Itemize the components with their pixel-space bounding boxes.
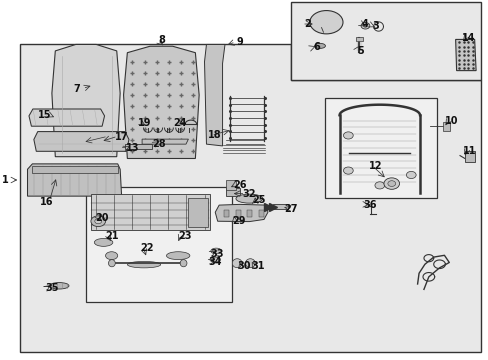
Bar [325, 98, 436, 198]
Text: 27: 27 [284, 204, 297, 214]
Polygon shape [34, 132, 129, 151]
Text: 25: 25 [252, 195, 265, 205]
Bar [290, 3, 480, 80]
Text: 9: 9 [236, 37, 243, 47]
Text: 24: 24 [173, 118, 186, 128]
Ellipse shape [210, 248, 221, 254]
Text: 17: 17 [115, 132, 128, 142]
Polygon shape [20, 44, 480, 352]
Bar [259, 210, 264, 217]
Ellipse shape [245, 259, 255, 268]
Polygon shape [455, 40, 475, 71]
Text: 7: 7 [73, 84, 80, 94]
Polygon shape [27, 164, 122, 196]
Text: 33: 33 [209, 248, 223, 258]
Text: 14: 14 [461, 33, 474, 43]
Text: 5: 5 [356, 46, 363, 56]
Text: 15: 15 [38, 111, 51, 121]
Ellipse shape [49, 283, 69, 289]
Ellipse shape [232, 259, 242, 268]
Text: 21: 21 [105, 231, 119, 240]
Text: 4: 4 [361, 19, 368, 29]
Bar [224, 210, 228, 217]
Text: 36: 36 [363, 200, 376, 210]
Text: 26: 26 [232, 180, 246, 190]
Bar [464, 151, 474, 162]
Text: 1: 1 [2, 175, 9, 185]
Bar [86, 187, 232, 302]
Text: 10: 10 [444, 116, 458, 126]
Bar [443, 122, 449, 131]
Bar [225, 180, 235, 190]
Bar [188, 198, 207, 226]
Bar [125, 144, 152, 149]
Text: 22: 22 [140, 243, 153, 253]
Ellipse shape [108, 260, 115, 267]
Text: 23: 23 [178, 231, 191, 240]
Text: 32: 32 [242, 189, 256, 199]
Polygon shape [215, 204, 267, 222]
Polygon shape [272, 204, 288, 210]
Text: 19: 19 [138, 118, 151, 128]
Circle shape [374, 182, 384, 189]
Text: 11: 11 [462, 146, 475, 156]
Text: 20: 20 [95, 213, 109, 222]
Text: 28: 28 [152, 139, 165, 149]
Ellipse shape [127, 261, 160, 268]
Polygon shape [204, 44, 224, 146]
Ellipse shape [180, 260, 186, 267]
Ellipse shape [360, 23, 369, 29]
Text: 8: 8 [158, 35, 165, 45]
Text: 34: 34 [208, 257, 222, 267]
Text: 3: 3 [372, 21, 379, 31]
Text: 2: 2 [304, 19, 311, 29]
Circle shape [406, 171, 415, 179]
Text: 35: 35 [45, 283, 59, 293]
Text: 30: 30 [237, 261, 251, 271]
Bar [355, 37, 362, 41]
Ellipse shape [91, 216, 105, 226]
Circle shape [343, 167, 352, 174]
Bar [247, 210, 252, 217]
Bar [235, 210, 240, 217]
Polygon shape [142, 139, 188, 144]
Polygon shape [123, 46, 199, 158]
Ellipse shape [314, 43, 325, 48]
Ellipse shape [95, 219, 102, 224]
Text: 31: 31 [250, 261, 264, 271]
Circle shape [383, 178, 399, 189]
Text: 16: 16 [40, 197, 54, 207]
Ellipse shape [105, 252, 118, 260]
Text: 12: 12 [368, 161, 382, 171]
Ellipse shape [166, 252, 189, 260]
Polygon shape [52, 44, 120, 157]
Polygon shape [29, 109, 104, 126]
Text: 13: 13 [125, 143, 139, 153]
Ellipse shape [209, 257, 220, 262]
Bar [91, 194, 210, 230]
Bar [225, 188, 239, 196]
Text: 18: 18 [208, 130, 222, 140]
Bar [32, 166, 118, 173]
Ellipse shape [236, 194, 262, 203]
Text: 29: 29 [231, 216, 245, 226]
Ellipse shape [363, 24, 366, 27]
Circle shape [387, 181, 395, 186]
Circle shape [343, 132, 352, 139]
Ellipse shape [94, 238, 113, 246]
Text: 6: 6 [313, 42, 319, 52]
Ellipse shape [309, 10, 342, 34]
